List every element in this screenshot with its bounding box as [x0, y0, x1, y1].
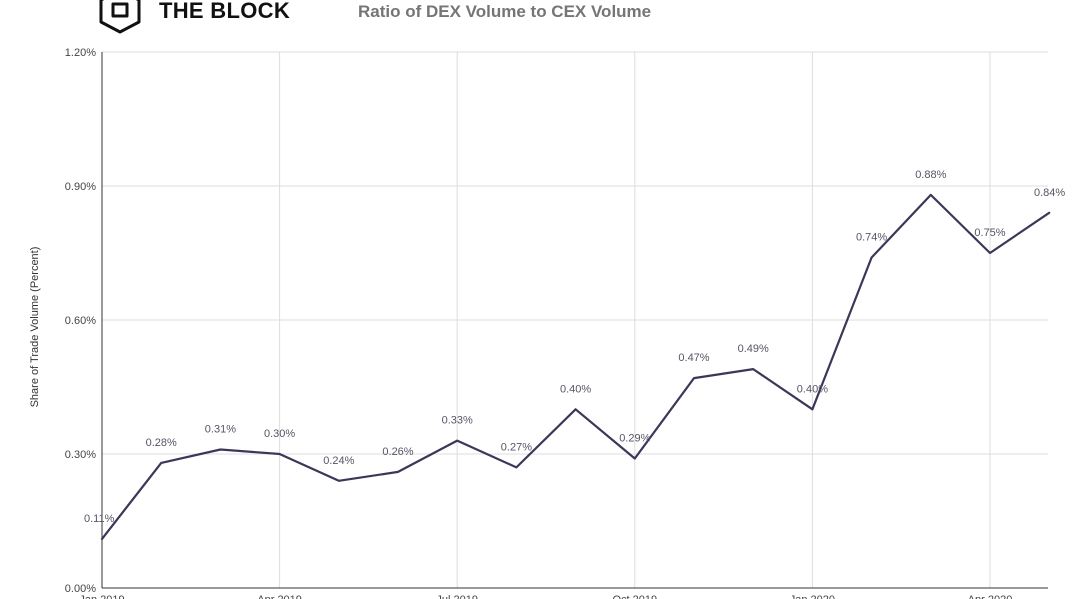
- x-tick-label: Oct 2019: [612, 594, 657, 599]
- series-line: [100, 193, 1051, 541]
- data-label: 0.40%: [560, 383, 591, 395]
- y-tick-label: 0.60%: [65, 315, 96, 327]
- grid-lines: [102, 51, 1048, 588]
- series-layer: [100, 193, 1051, 541]
- x-tick-labels: Jan 2019 Apr 2019 Jul 2019 Oct 2019 Jan 2020…: [79, 594, 1012, 599]
- data-label: 0.24%: [323, 455, 354, 467]
- x-tick-label: Apr 2019: [257, 594, 302, 599]
- data-label: 0.33%: [442, 415, 473, 427]
- data-label: 0.74%: [856, 231, 887, 243]
- data-labels: 0.11% 0.28% 0.31% 0.30% 0.24% 0.26% 0.33% 0.27%…: [84, 169, 1065, 525]
- x-tick-label: Apr 2020: [968, 594, 1013, 599]
- brand-name: THE BLOCK: [159, 0, 291, 23]
- data-label: 0.47%: [678, 352, 709, 364]
- y-tick-label: 0.00%: [65, 583, 96, 595]
- y-tick-label: 0.90%: [65, 181, 96, 193]
- data-label: 0.26%: [382, 446, 413, 458]
- x-tick-label: Jul 2019: [436, 594, 478, 599]
- data-label: 0.84%: [1034, 187, 1065, 199]
- data-label: 0.49%: [738, 343, 769, 355]
- y-tick-label: 1.20%: [65, 47, 96, 59]
- axes: [101, 52, 1048, 589]
- x-tick-label: Jan 2020: [790, 594, 835, 599]
- data-label: 0.29%: [619, 432, 650, 444]
- brand-logo: THE BLOCK: [95, 0, 290, 36]
- data-label: 0.30%: [264, 428, 295, 440]
- data-label: 0.31%: [205, 424, 236, 436]
- data-label: 0.11%: [84, 513, 115, 525]
- chart-title: Ratio of DEX Volume to CEX Volume: [358, 2, 652, 21]
- data-label: 0.88%: [915, 169, 946, 181]
- data-label: 0.27%: [501, 441, 532, 453]
- data-label: 0.40%: [797, 383, 828, 395]
- y-axis-title: Share of Trade Volume (Percent): [29, 247, 41, 408]
- x-tick-label: Jan 2019: [79, 594, 124, 599]
- y-tick-labels: 0.00% 0.30% 0.60% 0.90% 1.20%: [65, 47, 96, 595]
- y-tick-label: 0.30%: [65, 449, 96, 461]
- data-label: 0.28%: [146, 437, 177, 449]
- data-label: 0.75%: [974, 227, 1005, 239]
- cube-icon: [99, 0, 141, 34]
